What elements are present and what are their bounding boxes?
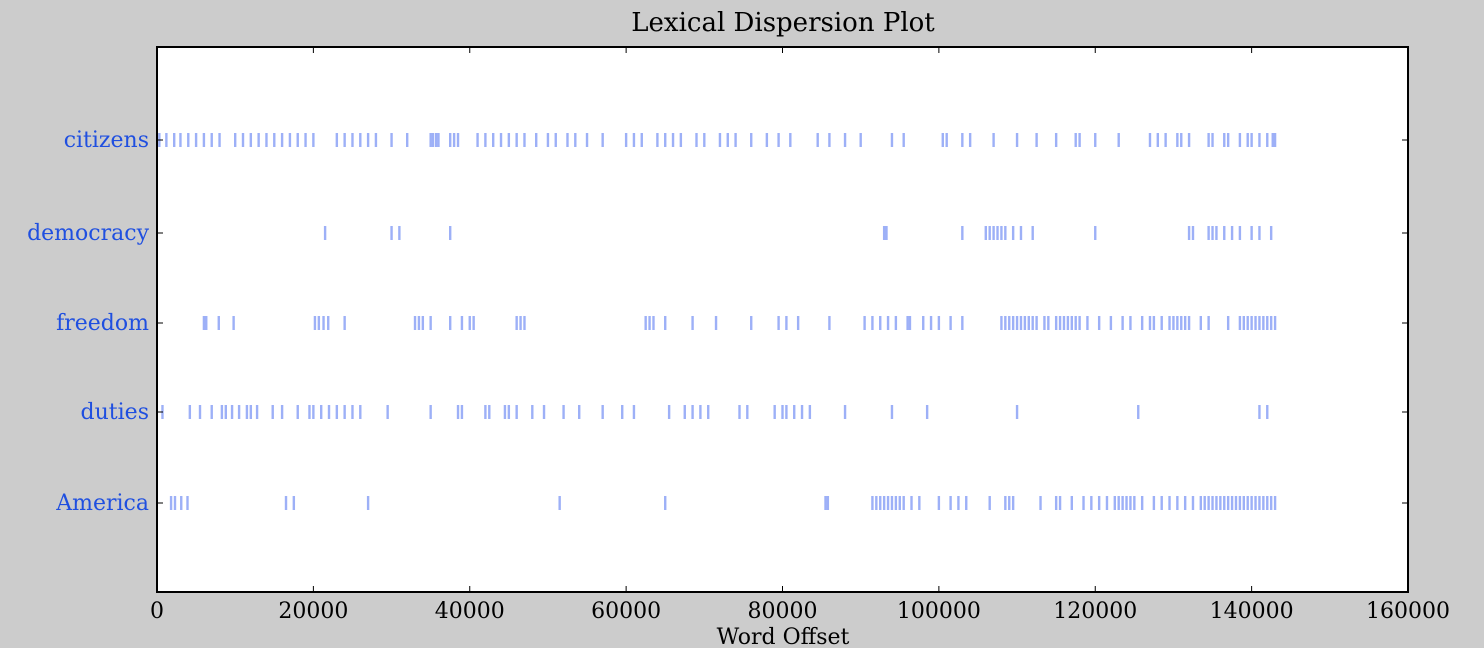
x-tick-label: 40000 — [435, 599, 505, 624]
x-tick-label: 80000 — [748, 599, 818, 624]
chart-title: Lexical Dispersion Plot — [631, 8, 935, 38]
series-citizens — [158, 133, 1277, 147]
dispersion-marks — [158, 133, 1277, 510]
x-tick-label: 60000 — [591, 599, 661, 624]
series-america — [169, 496, 1277, 510]
series-duties — [161, 405, 1269, 419]
y-tick-label: America — [55, 491, 149, 516]
x-tick-label: 120000 — [1053, 599, 1137, 624]
y-tick-label: freedom — [56, 311, 149, 336]
y-tick-label: democracy — [27, 221, 149, 246]
series-freedom — [202, 316, 1277, 330]
y-tick-label: duties — [81, 400, 149, 425]
x-tick-label: 0 — [150, 599, 164, 624]
x-axis: 0 20000 40000 60000 80000 100000 120000 140000 1… — [150, 47, 1450, 624]
y-axis: citizens democracy freedom duties America — [27, 128, 1408, 516]
x-tick-label: 100000 — [897, 599, 981, 624]
y-tick-label: citizens — [64, 128, 149, 153]
plot-area — [156, 46, 1409, 593]
x-tick-label: 20000 — [278, 599, 348, 624]
x-axis-label: Word Offset — [717, 625, 850, 648]
x-tick-label: 140000 — [1210, 599, 1294, 624]
series-democracy — [323, 226, 1273, 240]
x-tick-label: 160000 — [1366, 599, 1450, 624]
